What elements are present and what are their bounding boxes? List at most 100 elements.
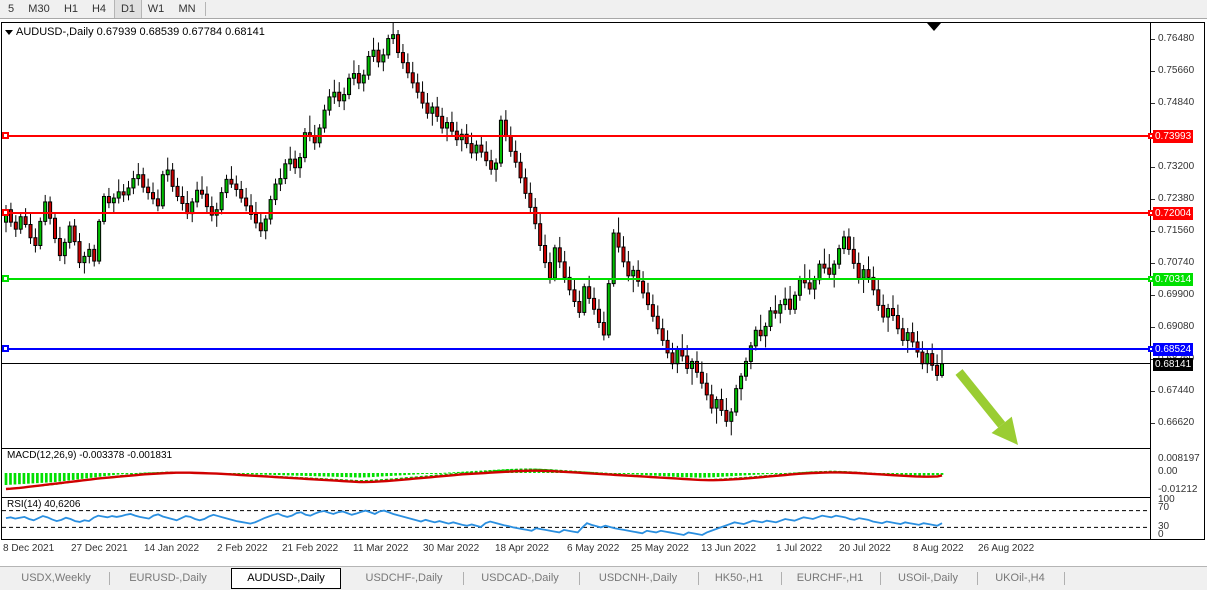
rsi-tick-label: 30 — [1158, 521, 1170, 532]
timeframe-m30[interactable]: M30 — [28, 3, 50, 15]
rsi-tick-label: 0 — [1158, 529, 1164, 540]
date-axis: 8 Dec 2021 27 Dec 2021 14 Jan 2022 2 Feb 20… — [1, 540, 1205, 564]
chart-tab-eurusd-daily[interactable]: EURUSD-,Daily — [129, 572, 207, 584]
price-tick-label: 0.75660 — [1158, 65, 1195, 77]
level-line-support-1[interactable] — [2, 275, 1150, 283]
timeframe-w1[interactable]: W1 — [147, 3, 165, 15]
down-trend-arrow[interactable] — [2, 23, 1150, 447]
price-tick-label: 0.70740 — [1158, 256, 1195, 268]
price-tick — [1151, 327, 1155, 329]
chart-tab-audusd-daily[interactable]: AUDUSD-,Daily — [231, 568, 341, 589]
price-tick — [1151, 198, 1155, 200]
date-axis-label: 14 Jan 2022 — [144, 543, 200, 554]
price-tick — [1151, 39, 1155, 41]
macd-tick-label: -0.01212 — [1158, 484, 1198, 495]
chart-tab-usdcnh-daily[interactable]: USDCNH-,Daily — [598, 572, 678, 584]
macd-tick-label: 0.008197 — [1158, 453, 1200, 464]
tab-divider — [463, 572, 464, 585]
price-tick-label: 0.74840 — [1158, 97, 1195, 109]
price-tag-current-price[interactable]: 0.68141 — [1153, 357, 1194, 371]
price-tick-label: 0.72380 — [1158, 192, 1195, 204]
date-axis-label: 18 Apr 2022 — [495, 543, 549, 554]
price-tick — [1151, 390, 1155, 392]
price-tag-resistance-2[interactable]: 0.72004 — [1148, 207, 1194, 221]
timeframe-d1[interactable]: D1 — [114, 0, 142, 18]
price-tag-handle[interactable] — [1148, 133, 1154, 140]
macd-tick-label: 0.00 — [1158, 466, 1178, 477]
level-line-resistance-1[interactable] — [2, 132, 1150, 140]
macd-series — [4, 468, 944, 491]
level-handle-support-2[interactable] — [2, 344, 9, 352]
price-scale[interactable]: 0.76480 0.75660 0.74840 0.73200 0.72380 0.715… — [1148, 23, 1204, 540]
date-axis-label: 13 Jun 2022 — [701, 543, 757, 554]
date-axis-label: 8 Aug 2022 — [913, 543, 964, 554]
chart-tab-usoil-daily[interactable]: USOil-,Daily — [898, 572, 958, 584]
macd-pane[interactable]: MACD(12,26,9) -0.003378 -0.001831 — [2, 448, 1150, 496]
date-axis-label: 1 Jul 2022 — [776, 543, 823, 554]
tab-divider — [109, 572, 110, 585]
price-tick — [1151, 166, 1155, 168]
chart-area[interactable]: MACD(12,26,9) -0.003378 -0.001831 RSI(14… — [1, 22, 1205, 540]
tab-divider — [880, 572, 881, 585]
date-axis-label: 2 Feb 2022 — [217, 543, 268, 554]
rsi-series — [2, 509, 1150, 536]
level-handle-resistance-1[interactable] — [2, 132, 9, 140]
price-tag-handle[interactable] — [1148, 276, 1154, 283]
price-tag-support-2[interactable]: 0.68524 — [1148, 342, 1194, 356]
tab-divider — [977, 572, 978, 585]
tab-divider — [698, 572, 699, 585]
price-tick — [1151, 295, 1155, 297]
date-axis-label: 11 Mar 2022 — [353, 543, 409, 554]
level-line-resistance-2[interactable] — [2, 209, 1150, 217]
chart-top-marker-icon — [927, 23, 941, 31]
tab-divider — [781, 572, 782, 585]
rsi-pane[interactable]: RSI(14) 40,6206 — [2, 497, 1150, 539]
chart-tab-hk50-h1[interactable]: HK50-,H1 — [714, 572, 764, 584]
price-tick-label: 0.67440 — [1158, 384, 1195, 396]
date-axis-label: 8 Dec 2021 — [3, 543, 55, 554]
price-tick-label: 0.76480 — [1158, 33, 1195, 45]
timeframe-mn[interactable]: MN — [178, 3, 196, 15]
timeframe-h1[interactable]: H1 — [63, 3, 79, 15]
symbol-header-text: AUDUSD-,Daily 0.67939 0.68539 0.67784 0.… — [16, 26, 265, 38]
price-tick — [1151, 71, 1155, 73]
price-tag-handle[interactable] — [1148, 210, 1154, 217]
chart-tab-usdx-weekly[interactable]: USDX,Weekly — [21, 572, 91, 584]
timeframe-5[interactable]: 5 — [7, 3, 15, 15]
tab-divider — [1064, 572, 1065, 585]
tab-divider — [579, 572, 580, 585]
level-line-support-2[interactable] — [2, 344, 1150, 352]
price-tick-label: 0.69080 — [1158, 321, 1195, 333]
date-axis-label: 6 May 2022 — [567, 543, 620, 554]
price-tick-label: 0.69900 — [1158, 289, 1195, 301]
date-axis-label: 21 Feb 2022 — [282, 543, 339, 554]
price-tag-resistance-1[interactable]: 0.73993 — [1148, 130, 1194, 144]
candlestick-series — [3, 23, 945, 436]
chart-tabbar: USDX,Weekly EURUSD-,Daily AUDUSD-,Daily USD… — [0, 566, 1207, 590]
price-tag-support-1[interactable]: 0.70314 — [1148, 273, 1194, 287]
rsi-tick-label: 70 — [1158, 502, 1170, 513]
level-handle-support-1[interactable] — [2, 275, 9, 283]
price-tick — [1151, 422, 1155, 424]
price-tick — [1151, 103, 1155, 105]
chart-tab-ukoil-h4[interactable]: UKOil-,H4 — [995, 572, 1045, 584]
chart-tab-usdchf-daily[interactable]: USDCHF-,Daily — [365, 572, 443, 584]
price-tick — [1151, 230, 1155, 232]
symbol-header[interactable]: AUDUSD-,Daily 0.67939 0.68539 0.67784 0.… — [5, 26, 265, 38]
price-tick-label: 0.66620 — [1158, 416, 1195, 428]
price-tick-label: 0.73200 — [1158, 160, 1195, 172]
price-pane[interactable] — [2, 23, 1150, 447]
chart-tab-usdcad-daily[interactable]: USDCAD-,Daily — [481, 572, 559, 584]
level-line-current-price[interactable] — [2, 362, 1150, 364]
chart-tab-eurchf-h1[interactable]: EURCHF-,H1 — [796, 572, 864, 584]
level-handle-resistance-2[interactable] — [2, 209, 9, 217]
date-axis-label: 27 Dec 2021 — [71, 543, 128, 554]
rsi-title: RSI(14) 40,6206 — [6, 499, 82, 510]
price-tick — [1151, 262, 1155, 264]
triangle-down-icon[interactable] — [5, 29, 13, 35]
toolbar-divider — [205, 2, 206, 16]
timeframe-toolbar: 5 M30 H1 H4 D1 W1 MN — [0, 0, 1207, 19]
price-tick-label: 0.71560 — [1158, 224, 1195, 236]
timeframe-h4[interactable]: H4 — [91, 3, 107, 15]
price-tag-handle[interactable] — [1148, 345, 1154, 352]
